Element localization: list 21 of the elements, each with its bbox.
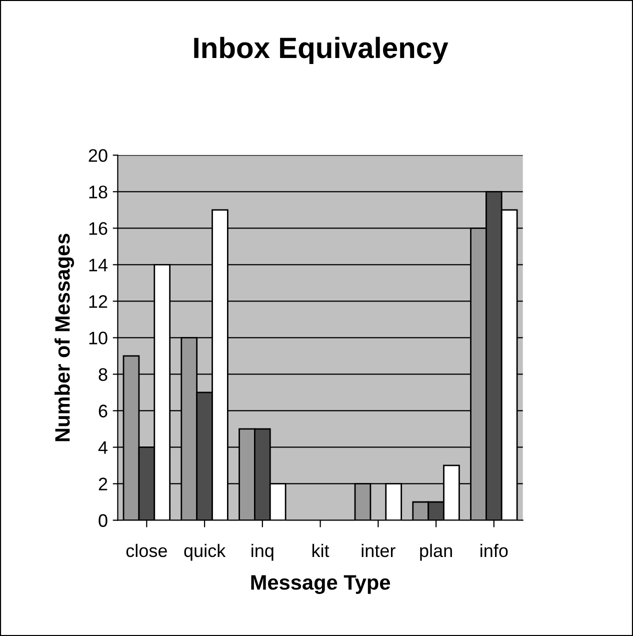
y-tick-label: 0 [98, 514, 108, 527]
y-tick-label: 16 [89, 222, 108, 235]
x-tick-label: kit [312, 544, 330, 558]
y-tick-label: 8 [98, 368, 108, 381]
y-tick-label: 14 [89, 258, 108, 272]
x-tick-label: inter [362, 544, 396, 558]
x-tick-label: plan [420, 544, 452, 561]
y-tick-label: 4 [98, 441, 108, 454]
y-tick-label: 6 [98, 404, 108, 418]
x-tick-label: quick [184, 544, 226, 561]
x-tick-label: inq [252, 544, 274, 561]
x-axis-title: Message Type [251, 575, 390, 594]
chart-title: Inbox Equivalency [194, 36, 448, 64]
y-tick-label: 2 [98, 478, 108, 490]
y-tick-label: 12 [89, 295, 108, 308]
y-axis-title: Number of Messages [54, 234, 74, 442]
y-tick-label: 20 [88, 149, 108, 162]
y-tick-label: 18 [89, 186, 108, 198]
y-tick-label: 10 [89, 332, 108, 344]
x-tick-label: close [126, 544, 167, 558]
x-tick-label: info [480, 544, 508, 558]
